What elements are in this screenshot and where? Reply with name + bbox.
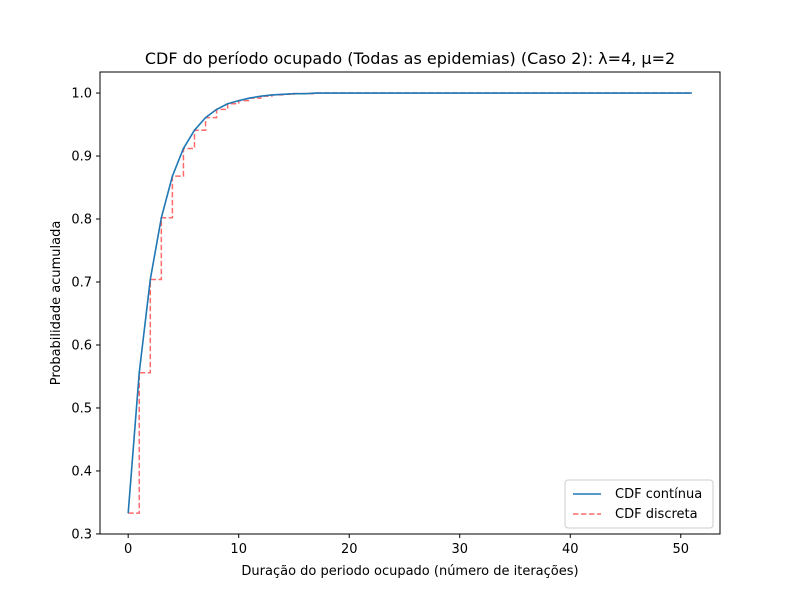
legend-box — [564, 479, 714, 529]
legend: CDF contínua CDF discreta — [564, 479, 714, 529]
y-tick-label: 1.0 — [71, 87, 92, 102]
x-tick-label: 10 — [230, 542, 247, 557]
chart-title: CDF do período ocupado (Todas as epidemi… — [145, 49, 675, 68]
y-tick-label: 0.5 — [71, 401, 92, 416]
y-tick-label: 0.8 — [71, 213, 92, 228]
x-tick-label: 20 — [341, 542, 358, 557]
y-tick-label: 0.4 — [71, 464, 92, 479]
x-tick-label: 30 — [451, 542, 468, 557]
axes-frame — [99, 71, 721, 535]
y-tick-label: 0.9 — [71, 150, 92, 165]
x-tick-label: 40 — [562, 542, 579, 557]
y-tick-label: 0.7 — [71, 275, 92, 290]
axis-ticks: 0 10 20 30 40 50 0.3 0.4 0.5 0.6 0.7 0.8 0.9 1.0 — [71, 87, 689, 557]
plot-area — [99, 71, 721, 535]
x-tick-label: 0 — [124, 542, 132, 557]
y-axis-label: Probabilidade acumulada — [49, 221, 64, 386]
y-tick-label: 0.6 — [71, 338, 92, 353]
legend-label-cdf-continua: CDF contínua — [615, 487, 702, 502]
x-axis-label: Duração do periodo ocupado (número de it… — [241, 564, 578, 579]
legend-label-cdf-discreta: CDF discreta — [615, 507, 698, 522]
series-line-cdf-continua — [127, 92, 692, 514]
y-tick-label: 0.3 — [71, 527, 92, 542]
x-tick-label: 50 — [672, 542, 689, 557]
